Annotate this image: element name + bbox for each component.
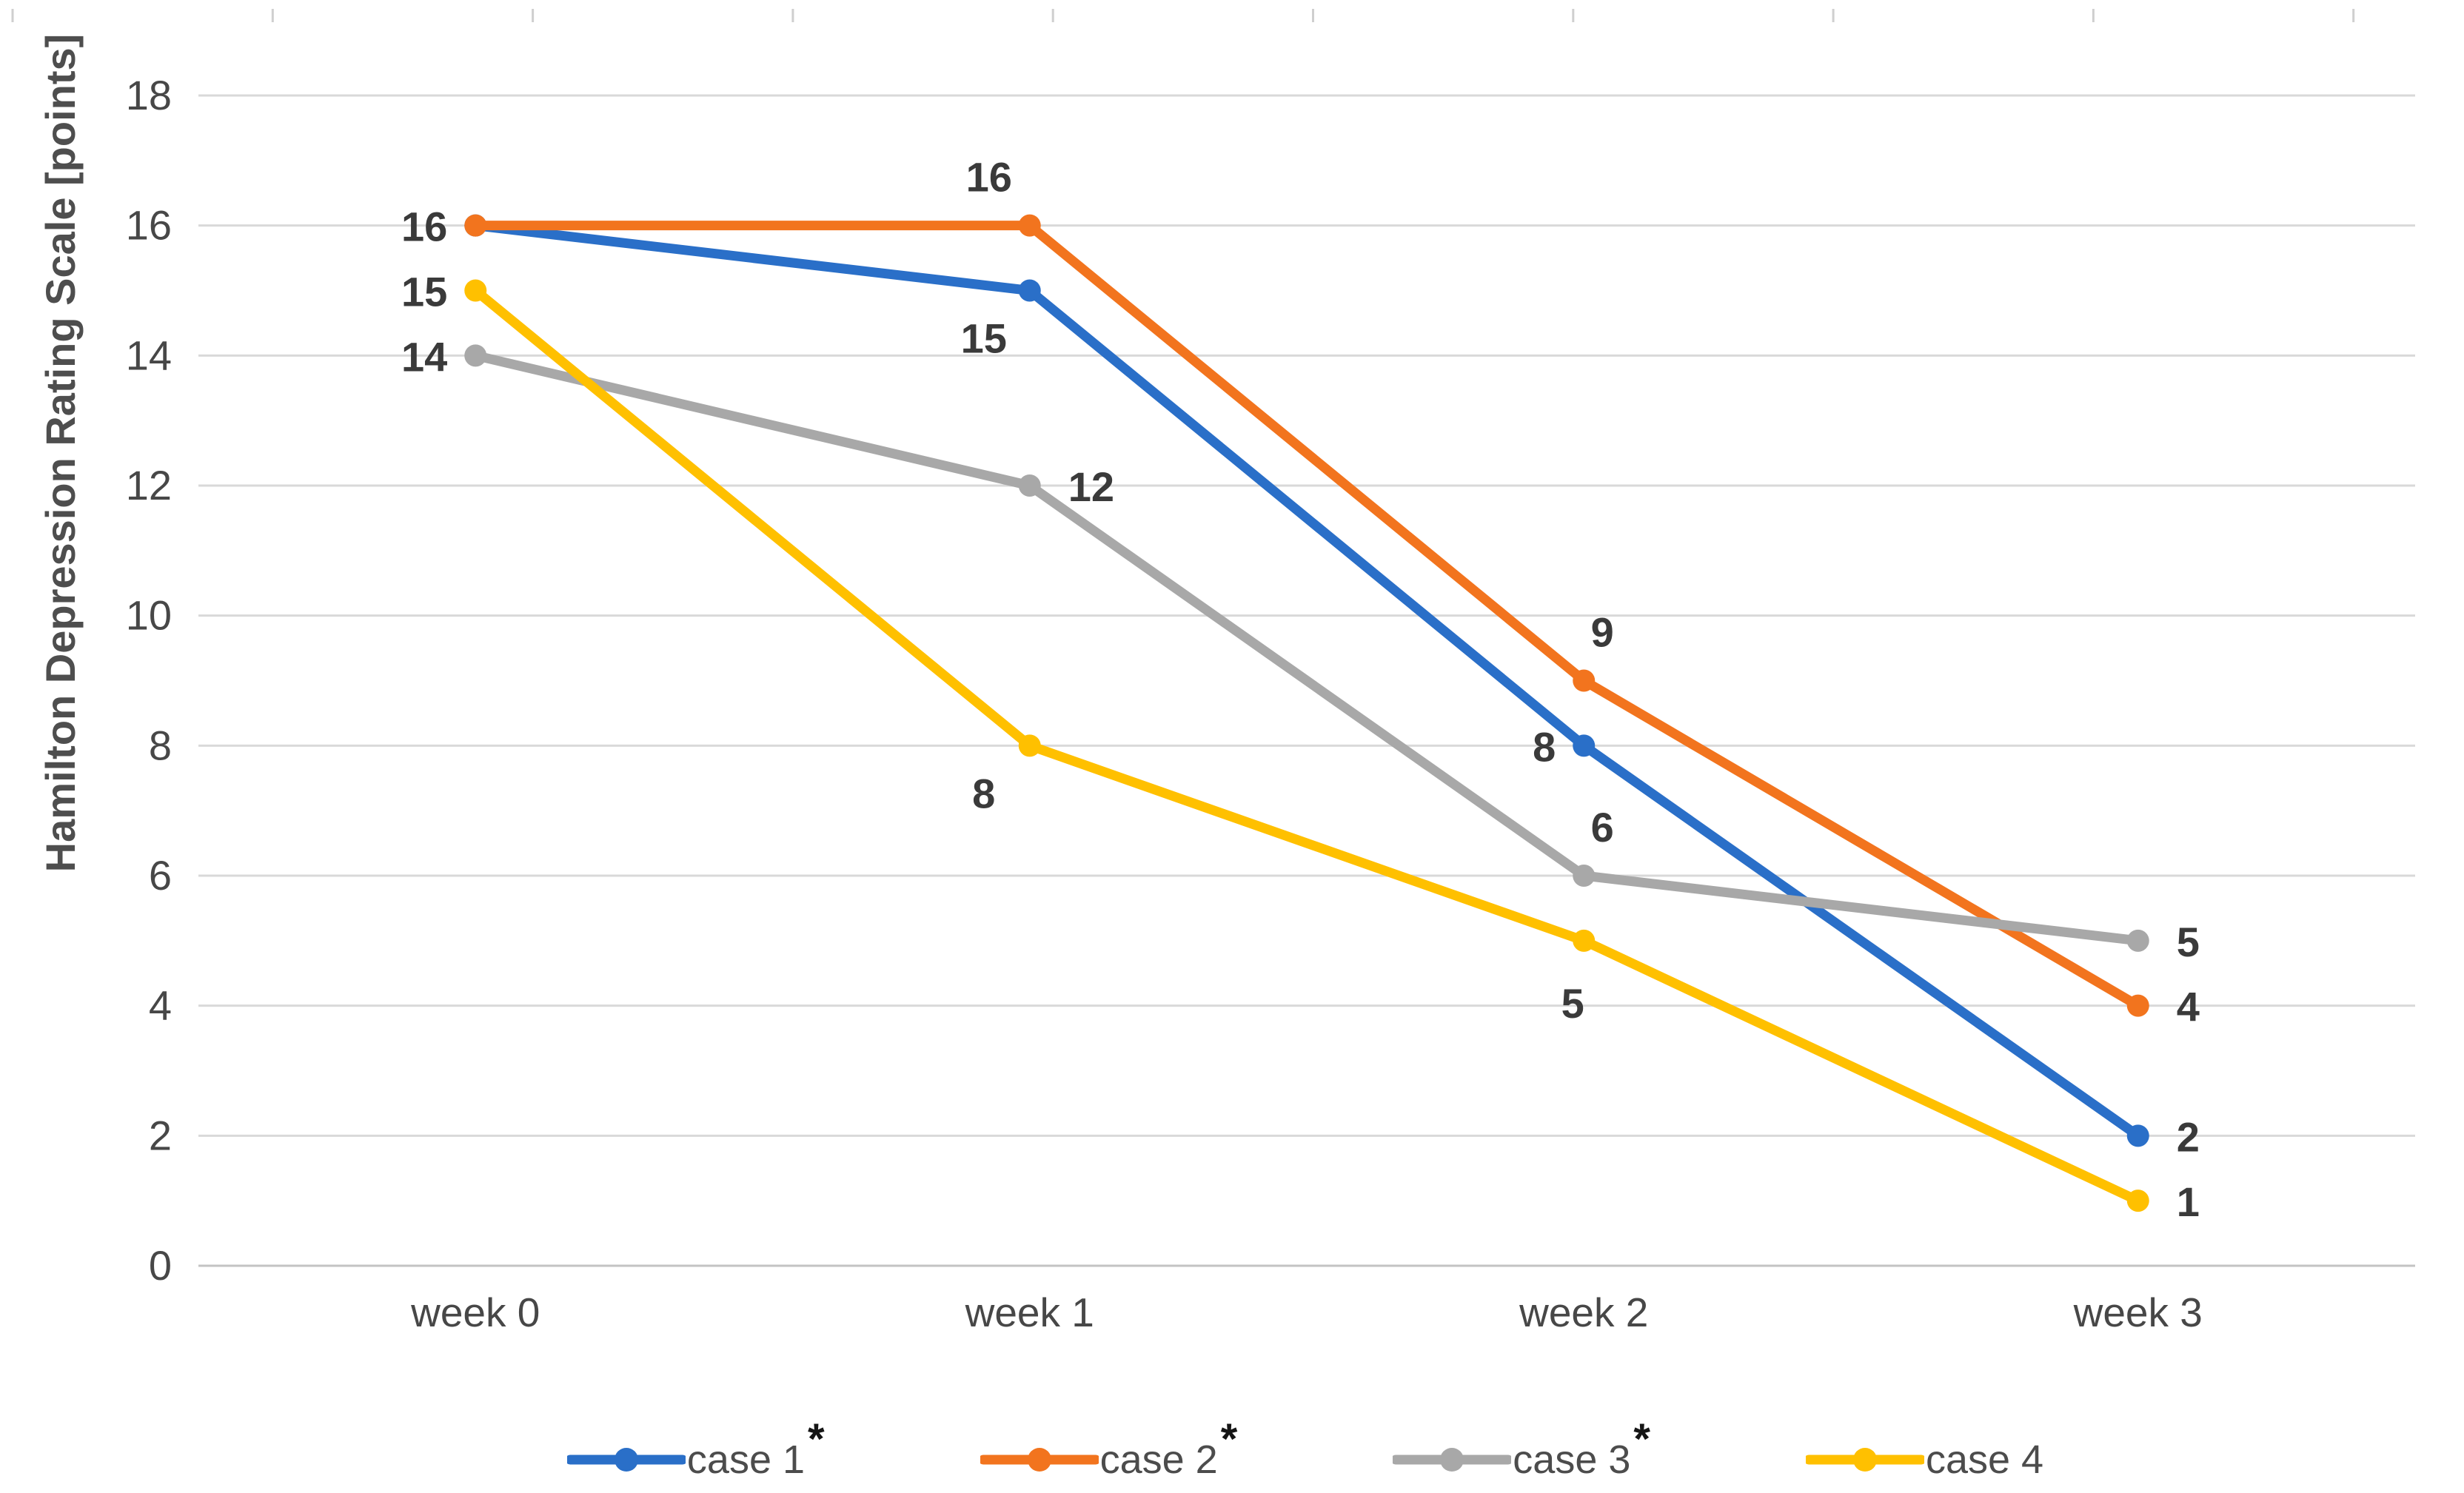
- legend-line-marker-icon: [980, 1448, 1099, 1472]
- data-label-case-2-week-1: 16: [966, 154, 1012, 201]
- data-point-case-4-week-1: [1018, 734, 1041, 757]
- data-label-case-4-week-2: 5: [1561, 980, 1584, 1027]
- legend-entry-case-3: case 3*: [1393, 1415, 1650, 1482]
- y-tick-label-2: 2: [149, 1112, 172, 1158]
- y-tick-label-16: 16: [126, 202, 172, 249]
- data-label-case-2-week-2: 9: [1591, 609, 1614, 656]
- legend-entry-case-2: case 2*: [980, 1415, 1238, 1482]
- data-point-case-1-week-1: [1018, 279, 1041, 302]
- legend-line-marker-icon: [566, 1448, 686, 1472]
- x-axis-label-week-3: week 3: [2073, 1289, 2203, 1335]
- legend-line-marker-icon: [1393, 1448, 1512, 1472]
- legend-series-name: case 4: [1925, 1437, 2044, 1482]
- y-tick-label-8: 8: [149, 722, 172, 768]
- data-point-case-1-week-2: [1573, 734, 1596, 757]
- data-label-case-1-week-2: 8: [1533, 723, 1556, 770]
- legend-label-case-4: case 4: [1926, 1440, 2046, 1480]
- x-axis-label-week-2: week 2: [1519, 1289, 1648, 1335]
- legend: case 1* case 2* case 3* case 4: [198, 1415, 2415, 1493]
- series-line-case-2: [470, 221, 2143, 1011]
- data-point-case-2-week-0: [464, 214, 487, 237]
- legend-label-case-2: case 2*: [1099, 1415, 1238, 1482]
- y-tick-label-6: 6: [149, 852, 172, 899]
- y-tick-label-12: 12: [126, 462, 172, 509]
- y-tick-label-10: 10: [126, 592, 172, 639]
- data-label-case-4-week-0: 15: [401, 269, 447, 315]
- legend-label-case-3: case 3*: [1513, 1415, 1650, 1482]
- series-line-case-3: [470, 350, 2143, 946]
- legend-series-name: case 3: [1513, 1437, 1631, 1482]
- data-label-case-3-week-2: 6: [1591, 804, 1614, 850]
- legend-entry-case-1: case 1*: [566, 1415, 825, 1482]
- y-tick-label-0: 0: [149, 1242, 172, 1289]
- x-axis-label-week-0: week 0: [410, 1289, 540, 1335]
- legend-label-case-1: case 1*: [686, 1415, 825, 1482]
- data-point-case-4-week-2: [1573, 929, 1596, 952]
- x-axis-label-week-1: week 1: [965, 1289, 1094, 1335]
- data-label-case-3-week-1: 12: [1068, 463, 1114, 510]
- data-point-case-4-week-3: [2126, 1190, 2149, 1212]
- series-line-case-1: [470, 221, 2143, 1141]
- data-label-case-1-week-1: 15: [961, 315, 1007, 362]
- data-label-case-3-week-0: 14: [401, 333, 447, 380]
- legend-entry-case-4: case 4: [1805, 1440, 2046, 1480]
- data-point-case-3-week-0: [464, 344, 487, 367]
- data-label-case-3-week-3: 5: [2177, 919, 2200, 965]
- data-label-case-2-week-0: 16: [401, 204, 447, 250]
- legend-series-name: case 2: [1099, 1437, 1218, 1482]
- data-point-case-2-week-2: [1573, 669, 1596, 692]
- data-point-case-4-week-0: [464, 279, 487, 302]
- data-label-case-1-week-3: 2: [2177, 1113, 2200, 1160]
- y-axis-title: Hamilton Depression Rating Scale [points…: [37, 33, 84, 873]
- y-tick-label-4: 4: [149, 982, 172, 1029]
- y-tick-label-18: 18: [126, 72, 172, 118]
- data-point-case-1-week-3: [2126, 1124, 2149, 1147]
- data-label-case-4-week-3: 1: [2177, 1178, 2200, 1225]
- data-point-case-3-week-1: [1018, 474, 1041, 497]
- data-point-case-2-week-3: [2126, 994, 2149, 1017]
- legend-series-name: case 1: [686, 1437, 806, 1482]
- data-point-case-3-week-2: [1573, 865, 1596, 887]
- legend-line-marker-icon: [1805, 1448, 1924, 1472]
- data-point-case-3-week-3: [2126, 929, 2149, 952]
- y-tick-label-14: 14: [126, 332, 172, 378]
- data-point-case-2-week-1: [1018, 214, 1041, 237]
- data-label-case-4-week-1: 8: [972, 770, 995, 816]
- data-label-case-2-week-3: 4: [2177, 984, 2200, 1030]
- series-line-case-4: [470, 286, 2143, 1206]
